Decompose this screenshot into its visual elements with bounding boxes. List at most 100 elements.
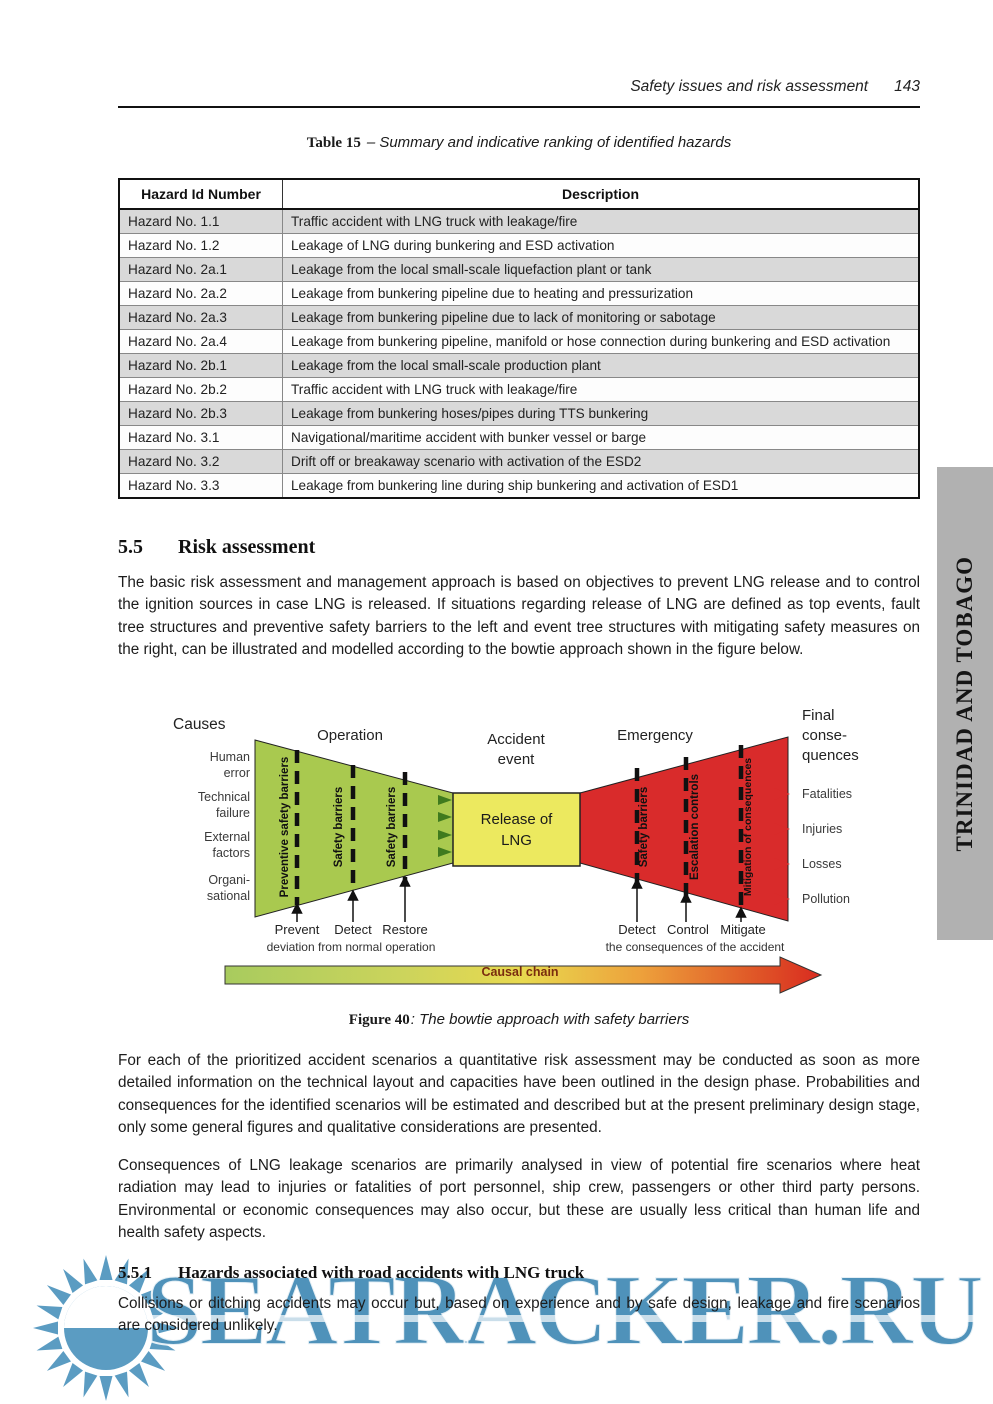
consequence-losses: Losses (802, 857, 842, 871)
hazard-id-cell: Hazard No. 3.1 (119, 425, 283, 450)
table-caption-text: – Summary and indicative ranking of iden… (366, 134, 732, 151)
action-arrows-left-icon (291, 875, 411, 922)
right-actions-subtitle: the consequences of the accident (605, 940, 785, 954)
hazard-id-cell: Hazard No. 3.3 (119, 473, 283, 499)
final-consequences-label: Final conse- quences (802, 707, 859, 764)
hazard-desc-cell: Leakage of LNG during bunkering and ESD … (282, 233, 920, 258)
section-title: Hazards associated with road accidents w… (178, 1263, 585, 1282)
hazard-desc-cell: Leakage from bunkering pipeline due to h… (282, 281, 920, 306)
action-detect-right: Detect (618, 922, 656, 937)
left-actions-subtitle: deviation from normal operation (266, 940, 436, 954)
hazard-desc-cell: Navigational/maritime accident with bunk… (282, 425, 920, 450)
consequence-arrows-icon (774, 788, 790, 905)
table-row: Hazard No. 2a.1 Leakage from the local sm… (119, 257, 920, 282)
col-header-hazard-id: Hazard Id Number (118, 178, 283, 210)
barrier-label-escalation: Escalation controls (689, 773, 701, 881)
page-number: 143 (894, 78, 920, 95)
paragraph-quantitative: For each of the prioritized accident sce… (118, 1052, 920, 1137)
section-number: 5.5 (118, 536, 143, 558)
hazards-table: Hazard Id Number Description Hazard No. … (118, 178, 920, 499)
action-detect-left: Detect (334, 922, 372, 937)
release-arrows-icon (438, 795, 452, 857)
hazard-id-cell: Hazard No. 2b.1 (119, 353, 283, 378)
action-prevent: Prevent (274, 922, 320, 937)
table-row: Hazard No. 3.1 Navigational/maritime acci… (119, 425, 920, 450)
paragraph-collisions: Collisions or ditching accidents may occ… (118, 1295, 920, 1335)
hazard-id-cell: Hazard No. 2a.2 (119, 281, 283, 306)
release-event-box (452, 792, 581, 867)
hazard-desc-cell: Leakage from bunkering hoses/pipes durin… (282, 401, 920, 426)
table-header-row: Hazard Id Number Description (118, 178, 920, 210)
consequence-fatalities: Fatalities (802, 787, 853, 801)
table-caption-label: Table 15 (306, 135, 361, 151)
col-header-description: Description (282, 178, 920, 210)
bowtie-diagram-graphics (224, 736, 823, 994)
cause-technical-failure: Technical failure (197, 790, 250, 820)
table-row: Hazard No. 2b.3 Leakage from bunkering ho… (119, 401, 920, 426)
section-title: Risk assessment (178, 536, 316, 558)
hazard-id-cell: Hazard No. 2a.1 (119, 257, 283, 282)
seatracker-sun-logo-icon (33, 1255, 179, 1401)
accident-event-label: Accident event (487, 731, 545, 768)
hazard-id-cell: Hazard No. 3.2 (119, 449, 283, 474)
hazard-id-cell: Hazard No. 2b.3 (119, 401, 283, 426)
section-number: 5.5.1 (118, 1263, 152, 1282)
chapter-tab: TRINIDAD AND TOBAGO (937, 467, 993, 940)
table-row: Hazard No. 2a.4 Leakage from bunkering pi… (119, 329, 920, 354)
hazard-id-cell: Hazard No. 1.2 (119, 233, 283, 258)
section-5-5-1-heading: 5.5.1 Hazards associated with road accide… (118, 1263, 584, 1283)
hazard-desc-cell: Leakage from bunkering pipeline due to l… (282, 305, 920, 330)
action-mitigate: Mitigate (720, 922, 766, 937)
barrier-label-safety-2: Safety barriers (386, 786, 398, 868)
bowtie-figure: Causes Human error Technical failure Ext… (118, 700, 920, 1012)
table-row: Hazard No. 2b.2 Traffic accident with LNG… (119, 377, 920, 402)
consequence-pollution: Pollution (802, 892, 850, 906)
causal-chain-label: Causal chain (481, 965, 559, 979)
barrier-label-safety-3: Safety barriers (638, 786, 650, 868)
causal-chain-arrow (224, 956, 823, 994)
consequence-injuries: Injuries (802, 822, 843, 836)
hazard-desc-cell: Leakage from the local small-scale lique… (282, 257, 920, 282)
hazard-desc-cell: Traffic accident with LNG truck with lea… (282, 377, 920, 402)
table-row: Hazard No. 3.3 Leakage from bunkering lin… (119, 473, 920, 499)
watermark-text: SEATRACKER.RU (145, 1253, 985, 1368)
running-header: Safety issues and risk assessment 143 (118, 78, 920, 96)
table-row: Hazard No. 2b.1 Leakage from the local sm… (119, 353, 920, 378)
release-of-lng-label: Release of LNG (480, 810, 553, 849)
cause-human-error: Human error (209, 750, 250, 780)
watermark-stencil-stripe (150, 1315, 978, 1322)
emergency-label: Emergency (617, 727, 693, 744)
table-row: Hazard No. 2a.3 Leakage from bunkering pi… (119, 305, 920, 330)
figure-caption-label: Figure 40 (348, 1012, 410, 1028)
table-row: Hazard No. 1.2 Leakage of LNG during bunk… (119, 233, 920, 258)
table-row: Hazard No. 1.1 Traffic accident with LNG … (119, 208, 920, 234)
cause-organisational: Organi- sational (206, 873, 250, 903)
figure-caption-text: : The bowtie approach with safety barrie… (410, 1011, 690, 1028)
barrier-label-preventive: Preventive safety barriers (279, 756, 291, 898)
paragraph-risk-assessment: The basic risk assessment and management… (118, 574, 920, 659)
barrier-label-safety-1: Safety barriers (333, 786, 345, 868)
hazard-desc-cell: Drift off or breakaway scenario with act… (282, 449, 920, 474)
hazard-desc-cell: Traffic accident with LNG truck with lea… (282, 208, 920, 234)
barrier-label-mitigation: Mitigation of consequences (742, 757, 754, 897)
header-rule (118, 106, 920, 108)
action-control: Control (667, 922, 709, 937)
hazard-id-cell: Hazard No. 2a.4 (119, 329, 283, 354)
table-row: Hazard No. 3.2 Drift off or breakaway sce… (119, 449, 920, 474)
hazard-id-cell: Hazard No. 2b.2 (119, 377, 283, 402)
hazard-id-cell: Hazard No. 2a.3 (119, 305, 283, 330)
table-caption: Table 15 – Summary and indicative ranking… (118, 134, 920, 152)
hazard-id-cell: Hazard No. 1.1 (119, 208, 283, 234)
hazard-desc-cell: Leakage from bunkering line during ship … (282, 473, 920, 499)
causes-title: Causes (173, 716, 226, 733)
table-row: Hazard No. 2a.2 Leakage from bunkering pi… (119, 281, 920, 306)
running-header-title: Safety issues and risk assessment (630, 78, 869, 95)
section-5-5-heading: 5.5 Risk assessment (118, 536, 315, 559)
action-restore: Restore (382, 922, 428, 937)
figure-caption: Figure 40: The bowtie approach with safe… (118, 1011, 920, 1029)
action-arrows-right-icon (631, 877, 747, 922)
hazard-desc-cell: Leakage from the local small-scale produ… (282, 353, 920, 378)
hazard-desc-cell: Leakage from bunkering pipeline, manifol… (282, 329, 920, 354)
paragraph-consequences: Consequences of LNG leakage scenarios ar… (118, 1157, 920, 1242)
